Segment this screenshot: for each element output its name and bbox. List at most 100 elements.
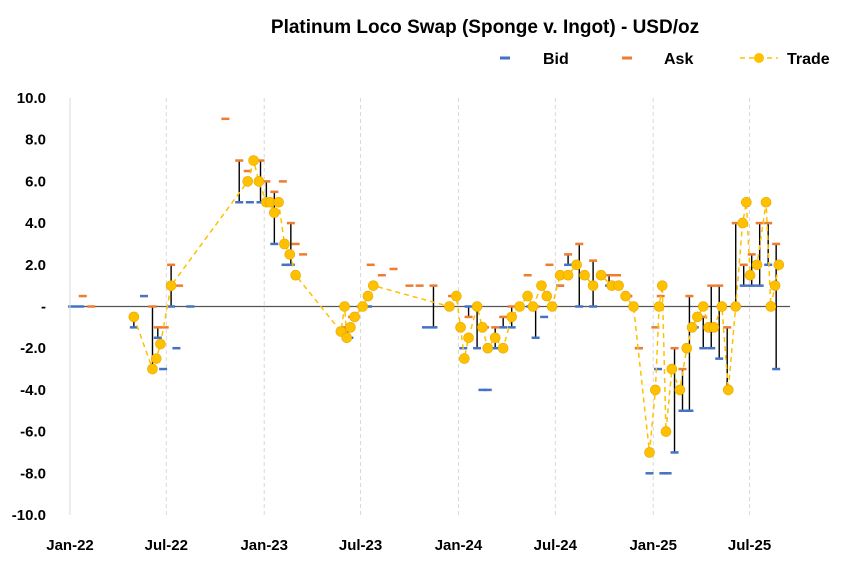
trade-point bbox=[471, 301, 483, 312]
trade-point bbox=[253, 176, 265, 187]
trade-point bbox=[686, 322, 698, 333]
trade-point bbox=[708, 322, 720, 333]
chart-title: Platinum Loco Swap (Sponge v. Ingot) - U… bbox=[271, 17, 699, 38]
y-tick-label: 4.0 bbox=[25, 215, 46, 232]
ask-series bbox=[78, 117, 781, 371]
trade-point bbox=[248, 155, 259, 166]
trade-point bbox=[357, 301, 368, 312]
trade-point bbox=[155, 338, 166, 350]
trade-point bbox=[362, 290, 374, 302]
trade-point bbox=[613, 280, 624, 291]
trade-point bbox=[482, 342, 494, 354]
trade-point bbox=[349, 311, 361, 323]
trade-point bbox=[128, 311, 140, 323]
trade-point bbox=[150, 353, 162, 364]
axes: Jan-22 Jul-22 Jan-23 Jul-23 Jan-24 Jul-24 Jan-… bbox=[12, 90, 771, 554]
trade-point bbox=[451, 290, 462, 302]
trade-point bbox=[341, 332, 353, 344]
trade-point bbox=[760, 196, 772, 208]
x-tick-label: Jul-23 bbox=[339, 537, 382, 554]
legend-trade: Trade bbox=[740, 51, 830, 68]
trade-point bbox=[497, 342, 509, 354]
trade-point bbox=[463, 332, 474, 344]
trade-point bbox=[769, 280, 781, 291]
y-tick-label: -10.0 bbox=[12, 507, 46, 524]
trade-point bbox=[284, 249, 296, 260]
trade-point bbox=[620, 290, 631, 302]
trade-point bbox=[681, 342, 693, 354]
trade-point bbox=[489, 332, 501, 344]
y-tick-label: -8.0 bbox=[20, 465, 46, 482]
y-tick-label: 2.0 bbox=[25, 257, 46, 274]
bid-series bbox=[68, 201, 781, 475]
trade-point bbox=[477, 322, 488, 333]
trade-point bbox=[765, 301, 777, 312]
y-tick-label: -2.0 bbox=[20, 340, 46, 357]
trade-point bbox=[269, 207, 280, 218]
trade-point bbox=[656, 280, 668, 291]
trade-point bbox=[527, 301, 539, 312]
trade-point bbox=[345, 322, 356, 333]
trade-point bbox=[737, 217, 748, 229]
trade-point bbox=[147, 363, 158, 375]
trade-point bbox=[587, 280, 599, 291]
trade-point bbox=[506, 311, 517, 323]
x-tick-label: Jan-24 bbox=[435, 537, 483, 554]
y-tick-label: -6.0 bbox=[20, 424, 46, 441]
trade-point bbox=[546, 301, 558, 312]
x-tick-label: Jul-25 bbox=[728, 537, 771, 554]
y-tick-label: 10.0 bbox=[17, 90, 46, 107]
legend-ask: Ask bbox=[622, 51, 693, 68]
trade-point bbox=[339, 301, 350, 312]
y-tick-label: 8.0 bbox=[25, 132, 46, 149]
trade-point bbox=[628, 301, 639, 312]
trade-point bbox=[455, 322, 466, 333]
trade-point bbox=[722, 384, 734, 396]
trade-point bbox=[562, 269, 574, 281]
trade-point bbox=[751, 259, 763, 271]
y-tick-label: -4.0 bbox=[20, 382, 46, 399]
trade-point bbox=[666, 363, 678, 375]
trade-point bbox=[541, 290, 553, 302]
trade-point bbox=[692, 311, 703, 323]
trade-point bbox=[697, 301, 709, 312]
trade-series bbox=[128, 155, 785, 458]
trade-point bbox=[653, 301, 665, 312]
trade-point bbox=[730, 301, 742, 312]
trade-point bbox=[579, 269, 590, 281]
trade-point bbox=[522, 290, 533, 302]
trade-point bbox=[595, 269, 607, 281]
legend: Bid Ask Trade bbox=[500, 51, 830, 68]
legend-bid: Bid bbox=[500, 51, 569, 68]
trade-point bbox=[660, 426, 672, 437]
trade-point bbox=[444, 301, 455, 312]
x-tick-label: Jul-22 bbox=[145, 537, 188, 554]
trade-point bbox=[741, 196, 752, 208]
trade-point bbox=[514, 301, 525, 312]
x-tick-label: Jan-25 bbox=[629, 537, 677, 554]
legend-trade-label: Trade bbox=[787, 51, 830, 68]
trade-point bbox=[650, 384, 661, 396]
x-tick-label: Jan-23 bbox=[240, 537, 288, 554]
y-tick-label: - bbox=[41, 299, 46, 316]
trade-point bbox=[368, 280, 379, 291]
y-tick-label: 6.0 bbox=[25, 173, 46, 190]
trade-point bbox=[279, 238, 290, 250]
x-tick-label: Jan-22 bbox=[46, 537, 94, 554]
trade-point bbox=[165, 280, 177, 291]
x-tick-label: Jul-24 bbox=[534, 537, 578, 554]
legend-trade-marker bbox=[754, 53, 764, 63]
legend-ask-label: Ask bbox=[664, 51, 693, 68]
trade-point bbox=[536, 280, 547, 291]
trade-point bbox=[744, 269, 756, 281]
trade-point bbox=[716, 301, 728, 312]
trade-point bbox=[571, 259, 582, 271]
trade-point bbox=[644, 447, 655, 458]
trade-point bbox=[242, 176, 254, 187]
trade-point bbox=[273, 196, 284, 208]
legend-bid-label: Bid bbox=[543, 51, 569, 68]
trade-point bbox=[459, 353, 470, 364]
trade-point bbox=[290, 269, 301, 281]
trade-point bbox=[674, 384, 686, 396]
